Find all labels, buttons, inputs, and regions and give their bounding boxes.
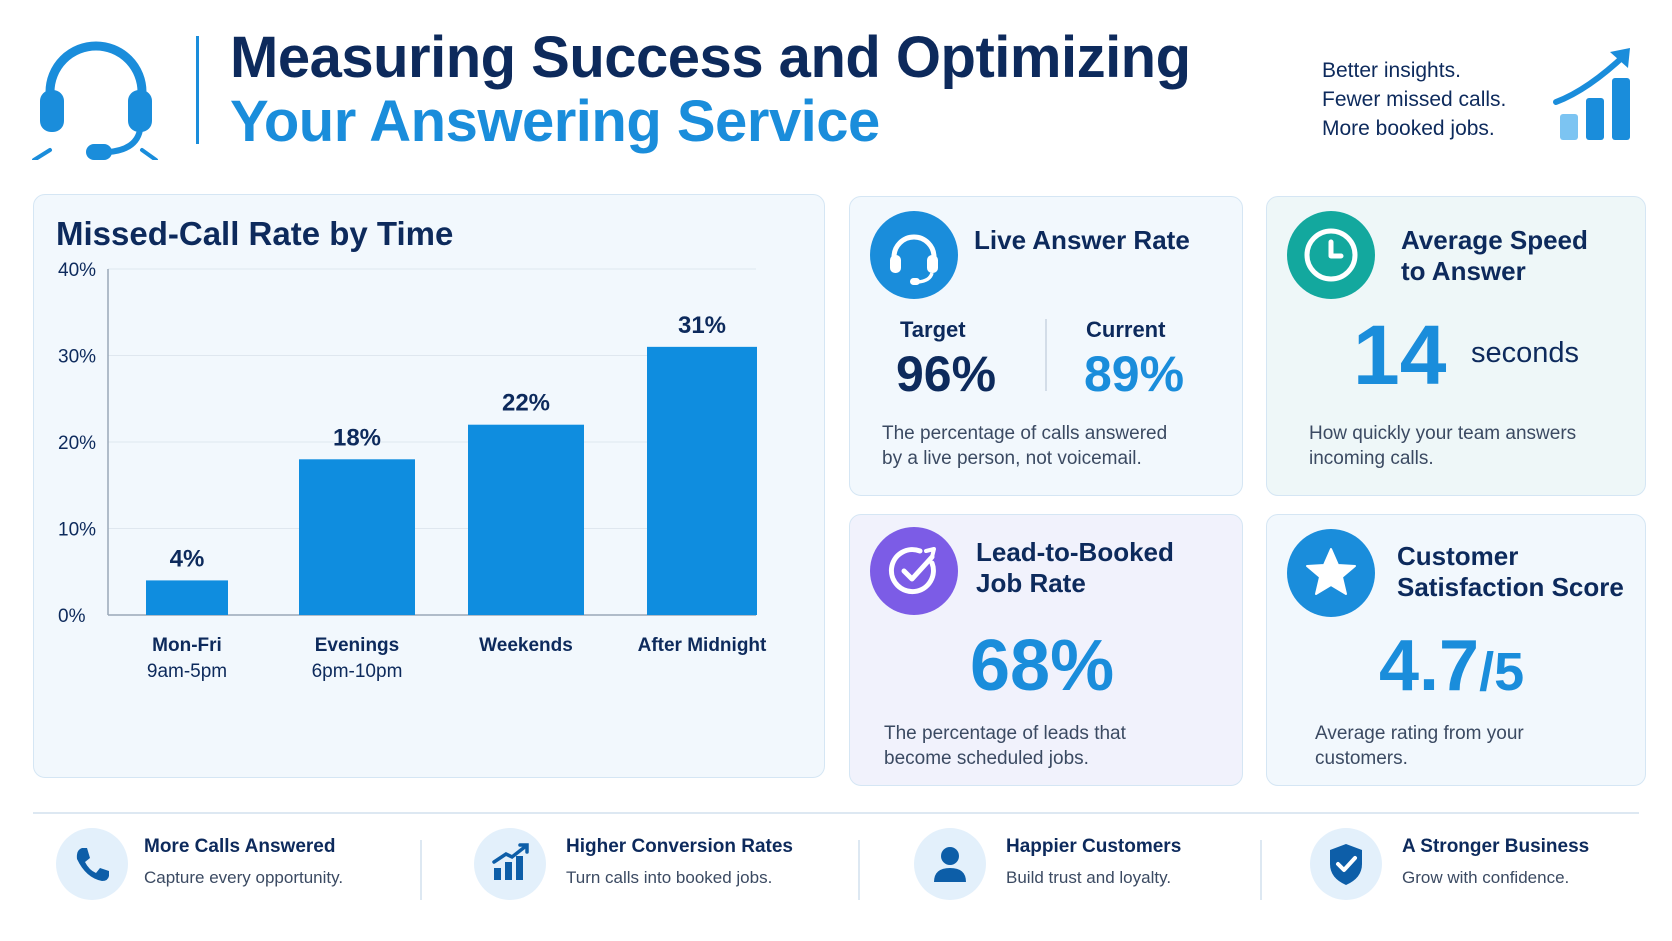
- current-value: 89%: [1084, 346, 1185, 402]
- kpi-title: Customer Satisfaction Score: [1397, 541, 1624, 603]
- benefit-title: Higher Conversion Rates: [566, 836, 793, 857]
- kpi-description-line: become scheduled jobs.: [884, 748, 1089, 769]
- kpi-description-line: incoming calls.: [1309, 448, 1434, 469]
- benefit-title: More Calls Answered: [144, 836, 336, 857]
- headset-logo-icon: [32, 41, 158, 160]
- csat-score: 4.7: [1379, 626, 1480, 706]
- target-label: Target: [900, 317, 966, 342]
- benefit-title: A Stronger Business: [1402, 836, 1590, 857]
- person-icon: [914, 828, 986, 900]
- tagline-line: Better insights.: [1322, 59, 1461, 82]
- phone-icon: [56, 828, 128, 900]
- headset-icon: [870, 211, 958, 299]
- current-label: Current: [1086, 317, 1166, 342]
- kpi-description: How quickly your team answers incoming c…: [1309, 421, 1576, 471]
- kpi-description-line: Average rating from your: [1315, 723, 1524, 744]
- kpi-title-line: Average Speed: [1401, 225, 1588, 255]
- kpi-title-line: Job Rate: [976, 568, 1086, 598]
- csat-scale: /5: [1479, 642, 1525, 702]
- kpi-title: Average Speed to Answer: [1401, 225, 1588, 287]
- tagline: Better insights. Fewer missed calls. Mor…: [1322, 56, 1506, 143]
- benefit-title: Happier Customers: [1006, 836, 1182, 857]
- bar-value-label: 22%: [502, 390, 550, 417]
- bar: [468, 424, 584, 615]
- kpi-card-average-speed: Average Speed to Answer 14 seconds How q…: [1266, 196, 1646, 496]
- kpi-description: The percentage of calls answered by a li…: [882, 421, 1167, 471]
- benefits-divider: [33, 812, 1639, 814]
- kpi-description-line: The percentage of leads that: [884, 723, 1126, 744]
- x-tick-label: 9am-5pm: [147, 661, 227, 682]
- growth-chart-icon: [1553, 48, 1630, 140]
- x-tick-label: Mon-Fri: [152, 635, 222, 656]
- x-tick-label: After Midnight: [638, 635, 767, 656]
- y-tick-label: 0%: [58, 606, 86, 627]
- bar: [299, 459, 415, 615]
- bar: [146, 580, 228, 615]
- benefit-description: Build trust and loyalty.: [1006, 868, 1172, 887]
- kpi-card-live-answer-rate: Live Answer Rate Target 96% Current 89% …: [849, 196, 1243, 496]
- bar: [647, 346, 757, 615]
- chart-title: Missed-Call Rate by Time: [56, 215, 454, 252]
- shield-check-icon: [1310, 828, 1382, 900]
- target-value: 96%: [896, 346, 997, 402]
- kpi-description-line: by a live person, not voicemail.: [882, 448, 1142, 469]
- speed-unit: seconds: [1471, 337, 1580, 369]
- benefit-description: Grow with confidence.: [1402, 868, 1570, 887]
- kpi-description-line: The percentage of calls answered: [882, 423, 1168, 444]
- clock-icon: [1287, 211, 1375, 299]
- kpi-description-line: How quickly your team answers: [1309, 423, 1577, 444]
- kpi-title-line: Lead-to-Booked: [976, 537, 1174, 567]
- tagline-line: More booked jobs.: [1322, 117, 1495, 140]
- x-tick-label: Weekends: [479, 635, 573, 656]
- x-tick-label: Evenings: [315, 635, 399, 656]
- page-title-line1: Measuring Success and Optimizing: [230, 25, 1191, 90]
- kpi-description: Average rating from your customers.: [1315, 721, 1524, 771]
- kpi-description: The percentage of leads that become sche…: [884, 721, 1126, 771]
- y-tick-label: 30%: [58, 347, 96, 368]
- benefit-separator: [420, 840, 422, 900]
- kpi-card-lead-to-booked: Lead-to-Booked Job Rate 68% The percenta…: [849, 514, 1243, 786]
- header: Measuring Success and Optimizing Your An…: [0, 0, 1672, 170]
- kpi-title-line: Customer: [1397, 541, 1519, 571]
- speed-value: 14: [1353, 308, 1447, 402]
- x-tick-label: 6pm-10pm: [312, 661, 403, 682]
- kpi-title-line: Satisfaction Score: [1397, 572, 1624, 602]
- benefit-separator: [858, 840, 860, 900]
- benefit-separator: [1260, 840, 1262, 900]
- target-check-icon: [870, 527, 958, 615]
- benefit-description: Turn calls into booked jobs.: [566, 868, 773, 887]
- csat-value: 4.7/5: [1379, 625, 1524, 707]
- growth-chart-icon: [474, 828, 546, 900]
- tagline-line: Fewer missed calls.: [1322, 88, 1507, 111]
- kpi-description-line: customers.: [1315, 748, 1408, 769]
- y-tick-label: 20%: [58, 433, 96, 454]
- benefit-description: Capture every opportunity.: [144, 868, 344, 887]
- bar-value-label: 18%: [333, 424, 381, 451]
- lead-rate-value: 68%: [970, 626, 1115, 706]
- page-title-line2: Your Answering Service: [230, 89, 880, 154]
- title-divider: [196, 36, 199, 144]
- y-tick-label: 10%: [58, 520, 96, 541]
- kpi-title: Lead-to-Booked Job Rate: [976, 537, 1174, 599]
- star-icon: [1287, 529, 1375, 617]
- kpi-separator: [1045, 319, 1047, 391]
- kpi-title-line: to Answer: [1401, 256, 1526, 286]
- bar-value-label: 31%: [678, 312, 726, 339]
- chart-card: Missed-Call Rate by Time 0% 10% 20% 30% 40% 4…: [33, 194, 825, 778]
- kpi-title: Live Answer Rate: [974, 225, 1190, 255]
- missed-call-bar-chart: 0% 10% 20% 30% 40% 4% Mon-Fri 9am-5pm 18% Evening…: [58, 260, 767, 682]
- y-tick-label: 40%: [58, 260, 96, 281]
- bar-value-label: 4%: [170, 545, 205, 572]
- kpi-card-customer-satisfaction: Customer Satisfaction Score 4.7/5 Averag…: [1266, 514, 1646, 786]
